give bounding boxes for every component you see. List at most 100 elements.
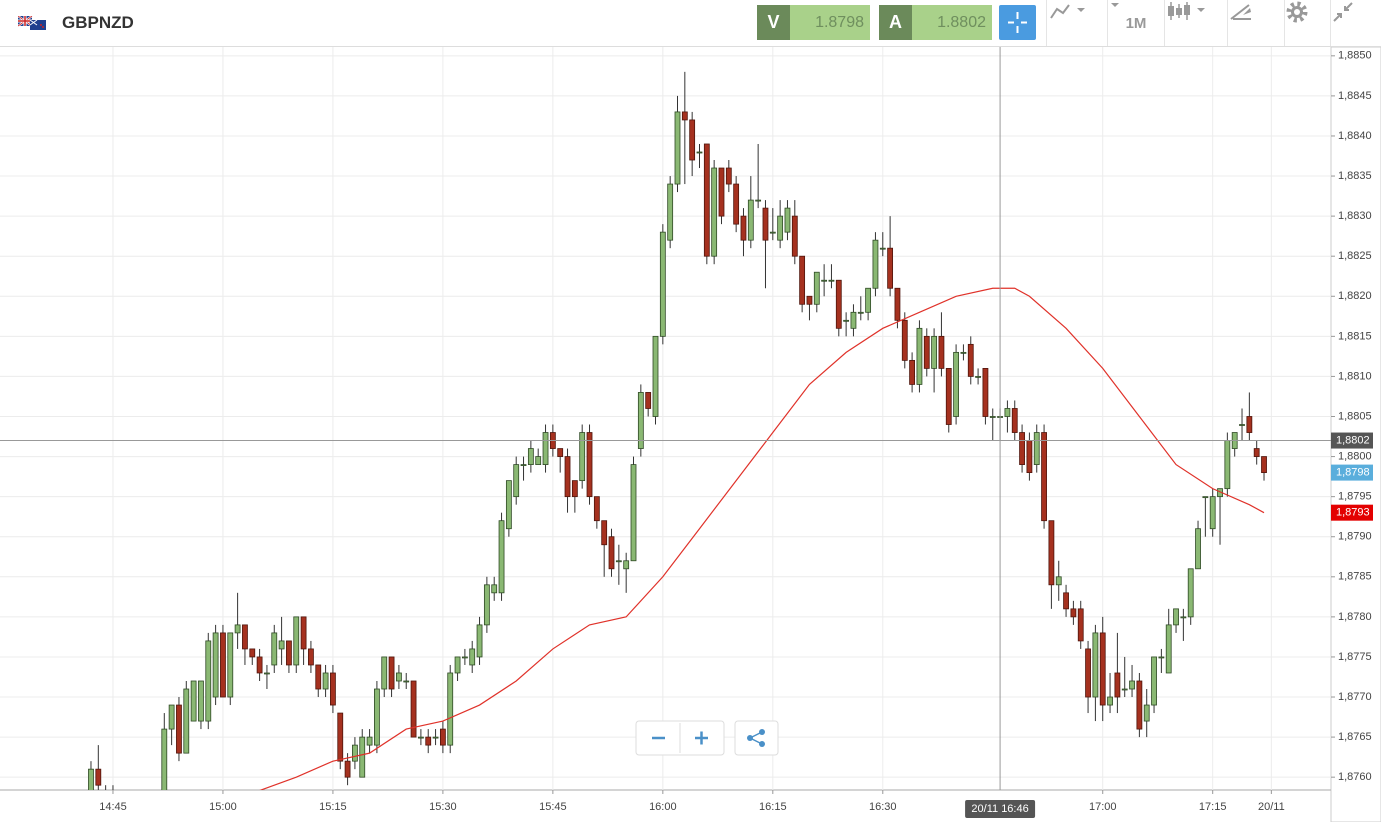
candle-body bbox=[1092, 632, 1099, 698]
candle-body bbox=[388, 656, 395, 690]
candle-body bbox=[689, 119, 696, 161]
candle-body bbox=[212, 632, 219, 698]
candle-body bbox=[190, 680, 197, 722]
candle-body bbox=[454, 656, 461, 674]
candle-body bbox=[601, 520, 608, 546]
candle-body bbox=[403, 680, 410, 683]
candle-body bbox=[1202, 496, 1209, 499]
candle-body bbox=[535, 456, 542, 465]
candle-body bbox=[1026, 440, 1033, 474]
price-tag-label: 1,8798 bbox=[1336, 467, 1370, 479]
timeframe-button[interactable]: 1M bbox=[1107, 0, 1164, 46]
candle-body bbox=[439, 728, 446, 746]
indicator-button[interactable] bbox=[1046, 0, 1107, 46]
candle-body bbox=[352, 744, 358, 762]
bid-box[interactable]: V 1.8798 bbox=[757, 5, 870, 40]
candle-body bbox=[857, 311, 864, 314]
candle-body bbox=[1180, 616, 1187, 619]
crosshair-button[interactable] bbox=[999, 5, 1036, 40]
candle-body bbox=[505, 480, 512, 530]
candle-body bbox=[1107, 696, 1113, 706]
settings-button[interactable] bbox=[1284, 0, 1330, 46]
crosshair-icon bbox=[1008, 12, 1027, 33]
candle-body bbox=[557, 448, 564, 457]
candle-body bbox=[659, 231, 666, 337]
candle-body bbox=[740, 215, 747, 241]
chart-type-button[interactable] bbox=[1164, 0, 1227, 46]
candle-body bbox=[894, 287, 901, 321]
candle-body bbox=[542, 432, 549, 465]
candle-body bbox=[953, 351, 959, 417]
candle-body bbox=[667, 183, 674, 241]
share-button[interactable] bbox=[734, 720, 779, 756]
candle-body bbox=[806, 295, 813, 305]
candle-body bbox=[1055, 576, 1062, 586]
candle-body bbox=[1246, 416, 1253, 433]
candle-body bbox=[322, 672, 329, 690]
y-tick-label: 1,8815 bbox=[1338, 330, 1372, 342]
candle-body bbox=[315, 664, 322, 690]
candle-body bbox=[1239, 424, 1245, 426]
candle-body bbox=[718, 167, 725, 217]
x-tick-label: 17:15 bbox=[1199, 801, 1227, 813]
candle-body bbox=[813, 271, 820, 305]
candle-body bbox=[308, 648, 314, 666]
candle-body bbox=[432, 736, 439, 739]
candle-body bbox=[843, 319, 850, 322]
candle-body bbox=[293, 616, 300, 666]
candle-body bbox=[417, 736, 424, 739]
header: GBPNZD V 1.8798 A 1.8802 1M bbox=[0, 0, 1381, 47]
y-tick-label: 1,8785 bbox=[1338, 571, 1372, 583]
candle-body bbox=[945, 368, 952, 425]
candle-body bbox=[527, 448, 534, 465]
price-tag bbox=[1331, 464, 1373, 481]
candle-body bbox=[220, 632, 226, 698]
y-tick-label: 1,8810 bbox=[1338, 370, 1372, 382]
draw-button[interactable] bbox=[1227, 0, 1284, 46]
candle-body bbox=[344, 760, 351, 778]
candle-body bbox=[330, 672, 336, 706]
candle-body bbox=[1114, 672, 1121, 698]
candle-body bbox=[571, 480, 578, 498]
candle-body bbox=[205, 640, 212, 722]
candle-body bbox=[711, 167, 718, 257]
candle-body bbox=[249, 648, 256, 658]
candle-body bbox=[982, 368, 989, 417]
candle-body bbox=[1041, 432, 1047, 522]
candle-body bbox=[381, 656, 388, 690]
crosshair-y-label: 1,8802 bbox=[1336, 434, 1370, 446]
settings-icon bbox=[1286, 1, 1308, 23]
candle-body bbox=[234, 624, 241, 634]
candle-body bbox=[821, 279, 828, 282]
zoom-controls[interactable] bbox=[635, 720, 779, 756]
candle-body bbox=[652, 335, 659, 417]
candle-body bbox=[909, 359, 916, 385]
candle-body bbox=[637, 392, 644, 449]
ask-box[interactable]: A 1.8802 bbox=[879, 5, 992, 40]
x-tick-label: 16:00 bbox=[649, 801, 677, 813]
x-tick-label: 15:30 bbox=[429, 801, 457, 813]
candle-body bbox=[579, 432, 586, 482]
x-tick-label: 17:00 bbox=[1089, 801, 1117, 813]
candle-body bbox=[923, 335, 930, 369]
candle-body bbox=[564, 456, 571, 498]
candle-body bbox=[835, 279, 842, 329]
candle-body bbox=[469, 648, 476, 666]
candle-body bbox=[103, 793, 108, 794]
candle-body bbox=[762, 207, 769, 241]
candle-body bbox=[1129, 680, 1135, 690]
candle-body bbox=[755, 199, 762, 202]
candle-body bbox=[176, 704, 182, 754]
flag-icon bbox=[18, 16, 46, 30]
x-tick-label: 16:15 bbox=[759, 801, 787, 813]
x-tick-label: 20/11 bbox=[1258, 801, 1285, 813]
candle-body bbox=[1165, 624, 1172, 674]
ask-letter: A bbox=[879, 5, 912, 40]
collapse-button[interactable] bbox=[1330, 0, 1381, 46]
candle-body bbox=[1048, 520, 1055, 586]
candle-body bbox=[491, 584, 498, 594]
x-tick-label: 15:15 bbox=[319, 801, 347, 813]
candle-body bbox=[623, 560, 630, 570]
candle-body bbox=[967, 343, 974, 377]
candle-body bbox=[461, 656, 468, 659]
